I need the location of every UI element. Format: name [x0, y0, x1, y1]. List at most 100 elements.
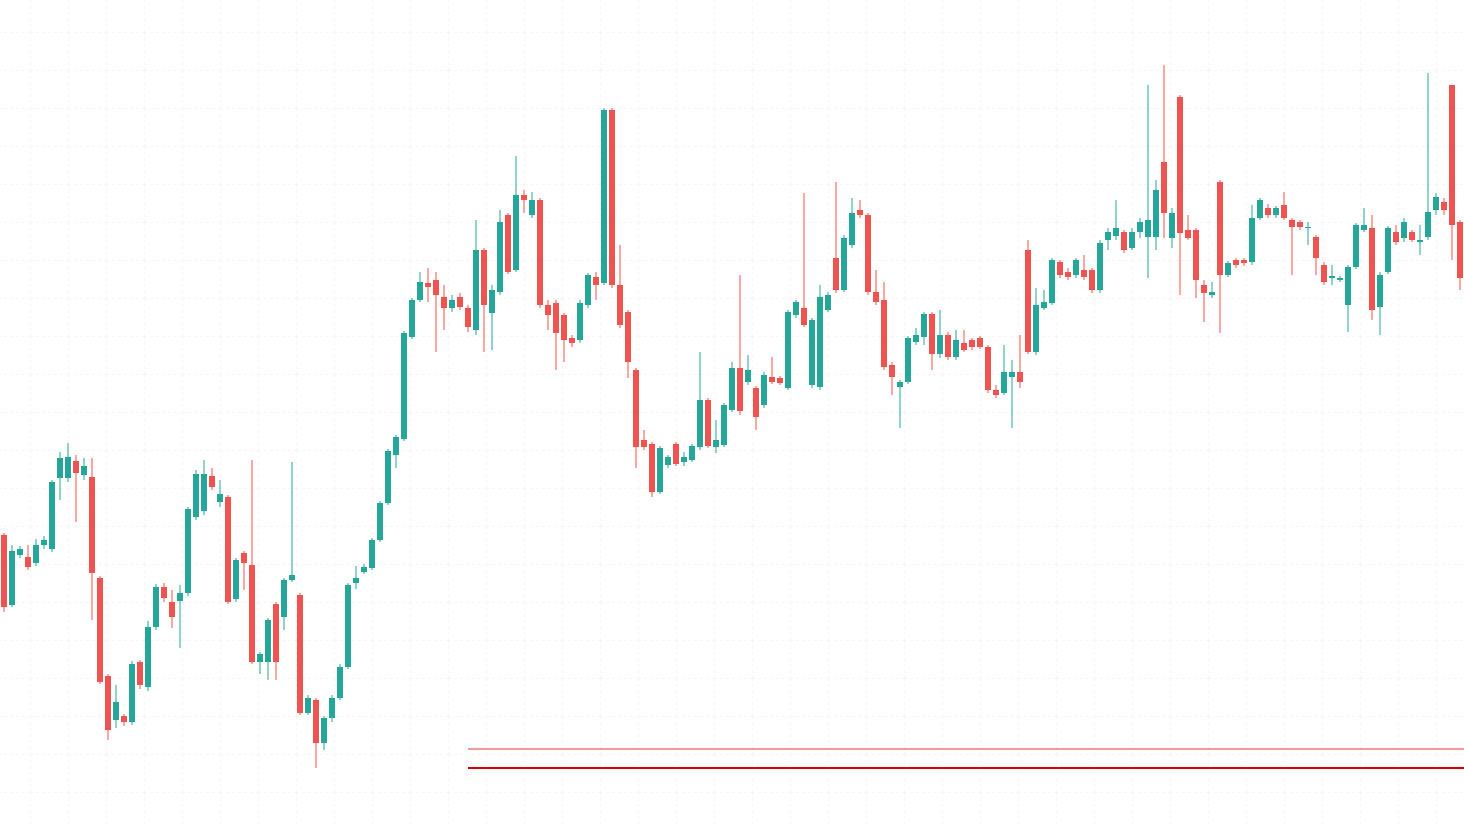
candle-body: [929, 314, 935, 354]
candle-body: [377, 503, 383, 540]
candle-body: [1041, 302, 1047, 308]
candle-body: [1025, 250, 1031, 352]
candle-body: [977, 338, 983, 347]
candle-body: [921, 314, 927, 337]
candle-body: [681, 457, 687, 462]
candle-body: [1161, 162, 1167, 213]
candle-body: [465, 308, 471, 327]
candle-body: [281, 580, 287, 617]
candle-body: [1377, 275, 1383, 307]
candle-body: [1273, 208, 1279, 215]
candle-body: [425, 283, 431, 287]
candle-body: [913, 335, 919, 342]
candle-body: [593, 277, 599, 285]
candle-body: [249, 565, 255, 662]
candle-body: [265, 620, 271, 662]
candle-body: [153, 587, 159, 627]
candle-body: [361, 567, 367, 572]
candle-body: [833, 258, 839, 290]
candle-body: [1361, 225, 1367, 230]
candle-body: [1241, 260, 1247, 263]
candle-body: [1113, 228, 1119, 236]
candle-body: [673, 444, 679, 464]
candle-body: [945, 335, 951, 357]
candle-body: [25, 557, 31, 567]
candle-body: [1289, 220, 1295, 227]
candle-body: [1129, 232, 1135, 248]
candle-body: [1441, 202, 1447, 210]
candle-body: [225, 497, 231, 602]
candle-body: [73, 461, 79, 473]
candle-body: [1305, 227, 1311, 228]
candle-body: [441, 297, 447, 308]
candle-body: [841, 238, 847, 290]
candle-body: [185, 509, 191, 593]
candle-body: [1433, 197, 1439, 210]
candle-body: [1033, 305, 1039, 352]
candle-body: [297, 595, 303, 713]
candle-body: [817, 297, 823, 387]
candle-body: [409, 300, 415, 337]
candle-body: [689, 446, 695, 460]
candle-body: [569, 338, 575, 343]
candle-body: [1233, 260, 1239, 265]
candle-body: [729, 368, 735, 410]
candle-body: [705, 400, 711, 446]
candle-body: [937, 335, 943, 354]
candle-body: [521, 195, 527, 200]
candle-body: [665, 457, 671, 465]
candle-body: [449, 300, 455, 308]
candle-body: [609, 110, 615, 285]
candle-body: [1185, 230, 1191, 238]
candle-body: [177, 593, 183, 601]
candle-body: [1249, 218, 1255, 262]
candle-body: [241, 553, 247, 563]
candle-body: [969, 340, 975, 347]
candle-body: [1409, 232, 1415, 240]
candle-body: [1345, 267, 1351, 305]
candle-body: [9, 551, 15, 605]
candle-body: [1353, 225, 1359, 267]
candle-body: [529, 200, 535, 215]
candle-body: [257, 654, 263, 662]
candle-body: [1321, 265, 1327, 282]
candle-body: [769, 377, 775, 382]
candle-body: [1, 535, 7, 607]
candle-body: [721, 405, 727, 445]
candle-body: [1401, 222, 1407, 238]
candle-body: [369, 540, 375, 568]
candle-body: [145, 627, 151, 687]
candle-body: [1057, 262, 1063, 275]
candle-body: [489, 290, 495, 313]
candle-body: [801, 308, 807, 325]
candle-body: [889, 365, 895, 377]
candle-body: [33, 545, 39, 563]
candle-body: [713, 440, 719, 447]
candle-body: [457, 297, 463, 307]
candle-body: [1137, 222, 1143, 232]
candle-body: [1145, 220, 1151, 237]
candle-body: [697, 400, 703, 447]
candle-body: [505, 215, 511, 272]
candle-body: [849, 213, 855, 245]
candle-body: [289, 575, 295, 580]
candle-body: [561, 315, 567, 340]
candle-body: [1049, 260, 1055, 303]
candle-body: [777, 378, 783, 383]
candle-body: [417, 282, 423, 300]
candle-body: [161, 587, 167, 598]
candle-body: [601, 110, 607, 283]
candle-body: [1385, 228, 1391, 272]
candle-body: [1425, 212, 1431, 237]
candle-body: [633, 370, 639, 447]
candle-body: [401, 333, 407, 439]
candle-body: [1329, 276, 1335, 278]
candle-body: [305, 698, 311, 713]
candle-body: [129, 664, 135, 722]
candle-body: [905, 338, 911, 382]
candle-body: [1369, 228, 1375, 310]
candle-body: [985, 347, 991, 390]
candle-body: [1169, 213, 1175, 238]
candle-body: [273, 604, 279, 662]
candle-body: [1265, 208, 1271, 215]
